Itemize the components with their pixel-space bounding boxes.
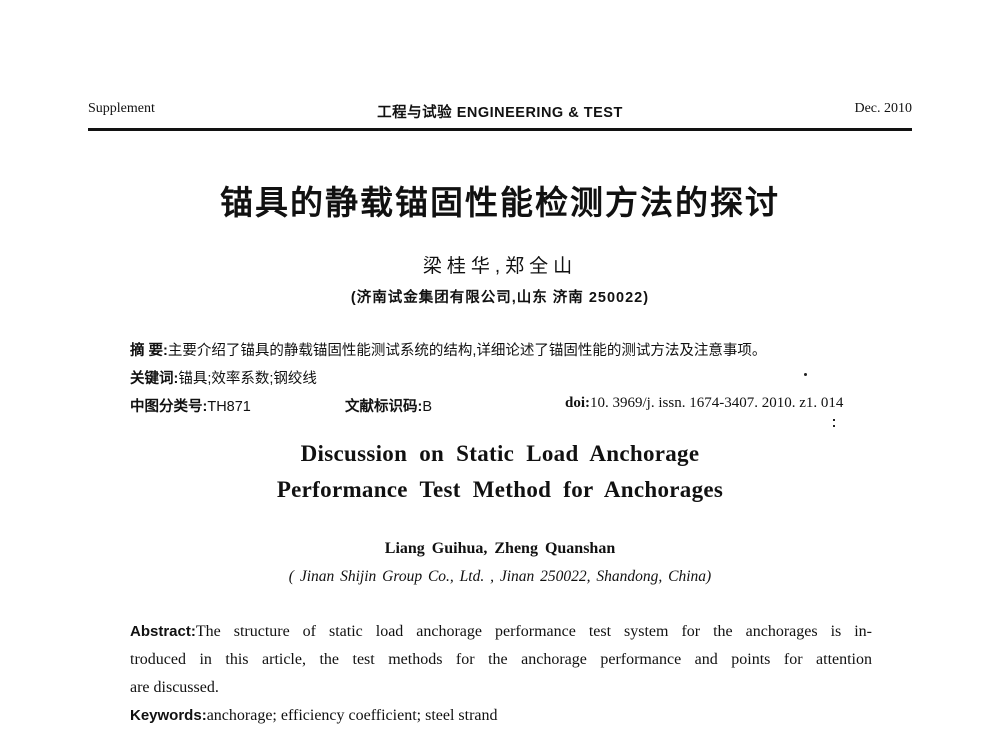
affiliation-en: ( Jinan Shijin Group Co., Ltd. , Jinan 2…: [288, 568, 712, 585]
abstract-en-text1: The structure of static load anchorage p…: [195, 623, 872, 640]
clc-value: TH871: [207, 399, 251, 415]
document-code-value: B: [422, 399, 433, 415]
abstract-zh-text: 主要介绍了锚具的静载锚固性能测试系统的结构,详细论述了锚固性能的测试方法及注意事…: [167, 343, 767, 359]
header-supplement-label: Supplement: [88, 101, 155, 116]
abstract-en-line1: Abstract:The structure of static load an…: [130, 618, 872, 646]
abstract-en-label: Abstract:: [130, 623, 196, 640]
document-code: 文献标识码:B: [345, 395, 432, 416]
keywords-en-text: anchorage; efficiency coefficient; steel…: [206, 707, 498, 724]
journal-header: Supplement 工程与试验 ENGINEERING & TEST Dec.…: [88, 101, 912, 121]
scan-artifact-dot: [804, 373, 807, 376]
header-rule: [88, 128, 912, 131]
authors-en: Liang Guihua, Zheng Quanshan: [384, 540, 616, 557]
document-code-label: 文献标识码:: [345, 399, 423, 415]
keywords-zh: 关键词:锚具;效率系数;钢绞线: [130, 367, 872, 388]
clc-label: 中图分类号:: [130, 399, 208, 415]
doi-value: 10. 3969/j. issn. 1674-3407. 2010. z1. 0…: [590, 395, 844, 411]
abstract-en: Abstract:The structure of static load an…: [130, 618, 872, 730]
doi: doi:10. 3969/j. issn. 1674-3407. 2010. z…: [565, 395, 843, 412]
journal-title: 工程与试验 ENGINEERING & TEST: [377, 105, 623, 121]
keywords-zh-text: 锚具;效率系数;钢绞线: [178, 371, 317, 387]
paper-title-en-line2: Performance Test Method for Anchorages: [276, 477, 724, 502]
paper-title-en-line1: Discussion on Static Load Anchorage: [300, 441, 700, 466]
abstract-zh: 摘 要:主要介绍了锚具的静载锚固性能测试系统的结构,详细论述了锚固性能的测试方法…: [130, 339, 872, 360]
doi-label: doi:: [565, 395, 591, 411]
header-date: Dec. 2010: [854, 101, 912, 116]
abstract-zh-label: 摘 要:: [130, 343, 168, 359]
abstract-en-line2: troduced in this article, the test metho…: [130, 651, 872, 668]
abstract-en-line3: are discussed.: [130, 679, 219, 696]
affiliation-zh: (济南试金集团有限公司,山东 济南 250022): [350, 290, 650, 306]
keywords-zh-label: 关键词:: [130, 371, 179, 387]
clc-number: 中图分类号:TH871: [130, 395, 251, 416]
classification-row: 中图分类号:TH871 文献标识码:B doi:10. 3969/j. issn…: [130, 395, 872, 415]
keywords-en: Keywords:anchorage; efficiency coefficie…: [130, 702, 872, 730]
scan-artifact-colon: [833, 419, 835, 421]
keywords-en-label: Keywords:: [130, 707, 207, 724]
authors-zh: 梁桂华,郑全山: [422, 256, 578, 277]
paper-title-zh: 锚具的静载锚固性能检测方法的探讨: [220, 184, 780, 221]
